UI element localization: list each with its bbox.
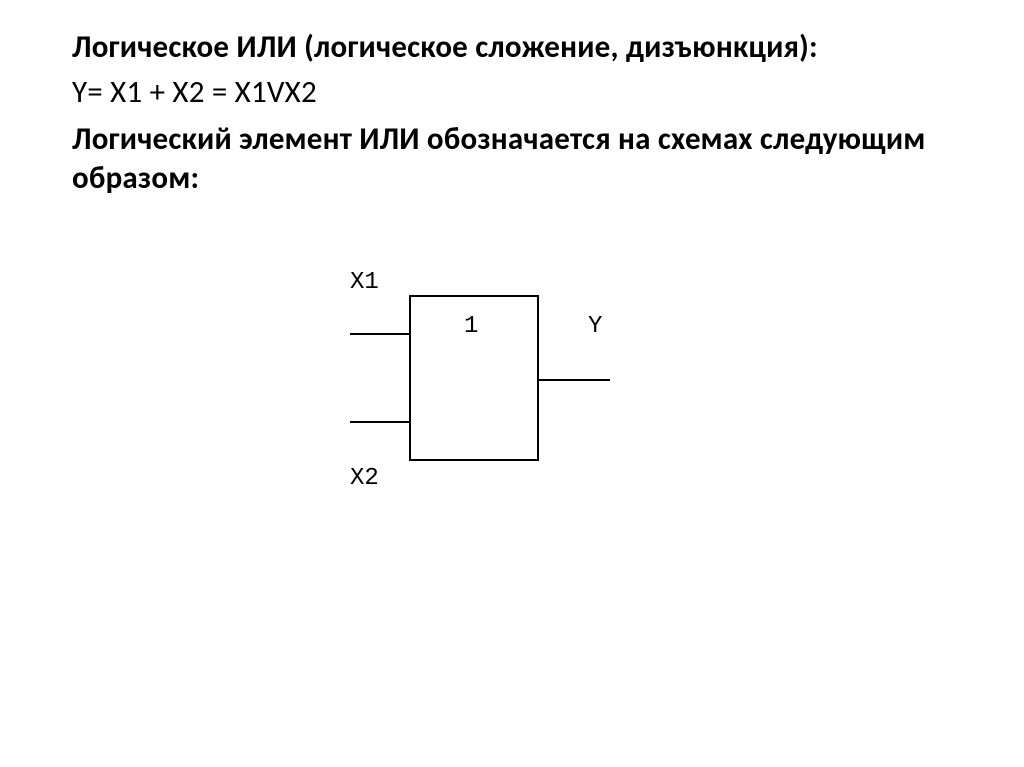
output-label: Y <box>588 313 602 340</box>
or-gate-diagram: X1 X2 Y 1 <box>292 254 964 509</box>
formula: Y= X1 + X2 = X1VX2 <box>72 73 964 112</box>
input1-label: X1 <box>350 269 379 296</box>
input2-label: X2 <box>350 465 379 492</box>
heading-symbol: Логический элемент ИЛИ обозначается на с… <box>72 120 964 198</box>
slide: Логическое ИЛИ (логическое сложение, диз… <box>0 0 1024 509</box>
gate-symbol: 1 <box>464 313 478 340</box>
heading-logical-or: Логическое ИЛИ (логическое сложение, диз… <box>72 28 964 67</box>
or-gate-svg: X1 X2 Y 1 <box>292 254 652 504</box>
